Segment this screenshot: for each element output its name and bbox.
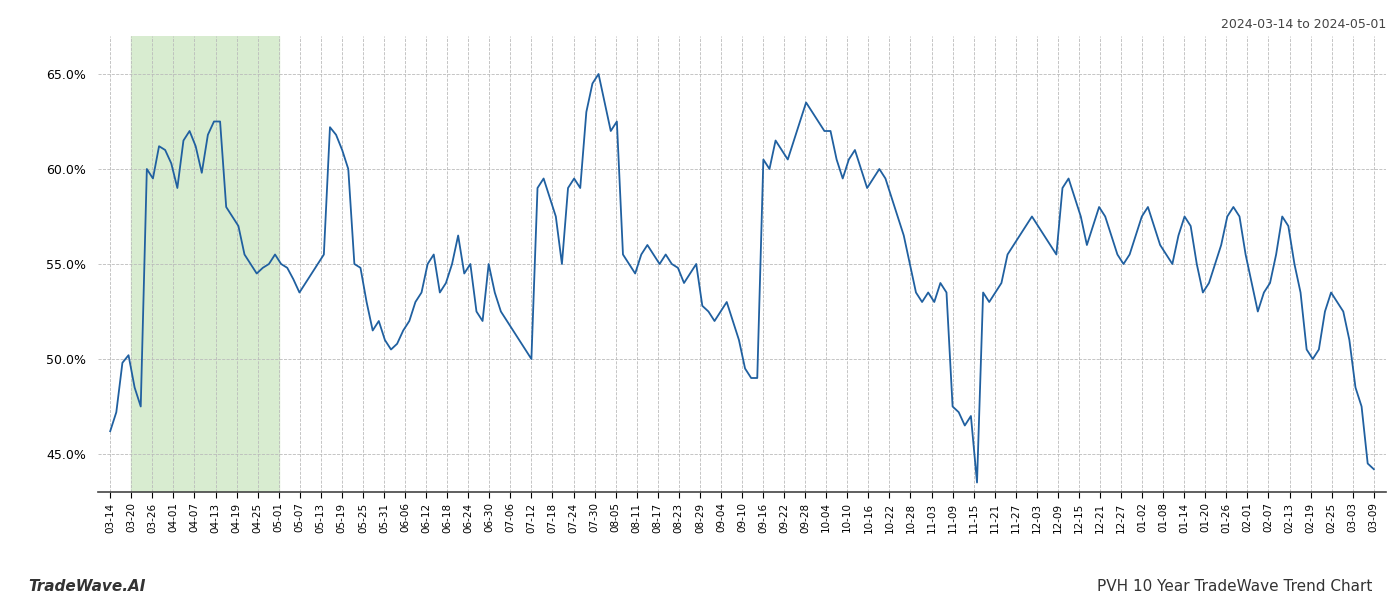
Text: TradeWave.AI: TradeWave.AI bbox=[28, 579, 146, 594]
Text: PVH 10 Year TradeWave Trend Chart: PVH 10 Year TradeWave Trend Chart bbox=[1096, 579, 1372, 594]
Bar bbox=[132, 36, 279, 492]
Text: 2024-03-14 to 2024-05-01: 2024-03-14 to 2024-05-01 bbox=[1221, 18, 1386, 31]
